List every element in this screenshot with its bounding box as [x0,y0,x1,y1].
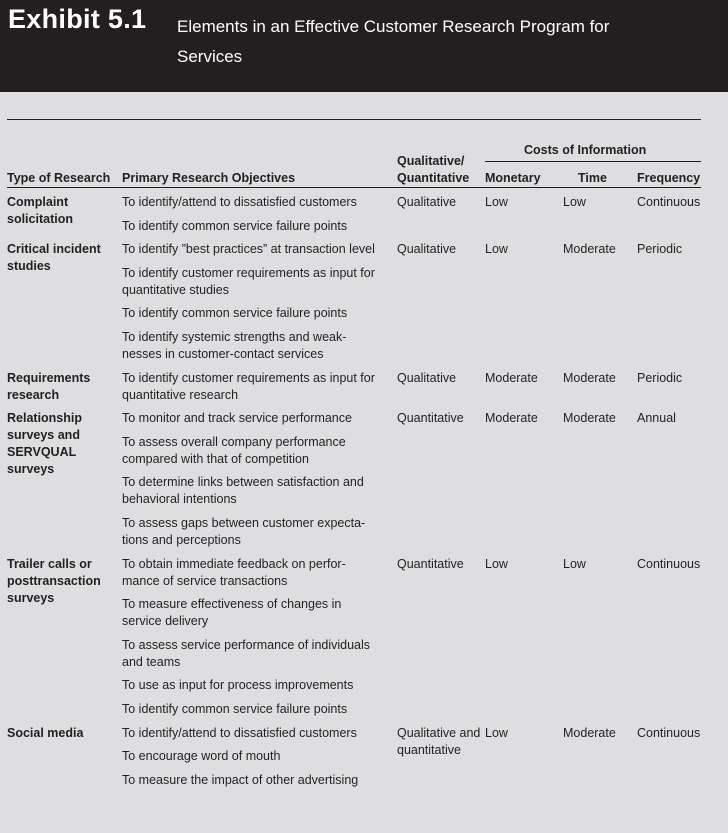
qual-quant: Qualitative [397,195,457,209]
header-rule [7,187,701,188]
research-type: Critical incident studies [7,242,101,274]
frequency: Continuous [637,195,701,209]
header-frequency: Frequency [637,171,701,185]
table-row: Complaint solicitation To identify/attend… [0,194,728,235]
frequency: Periodic [637,370,683,385]
objective: To identify systemic strengths and weak-… [122,329,347,361]
objective: To assess overall company performance co… [122,434,346,466]
objective: To assess service performance of individ… [122,637,371,669]
objective: To identify common service failure point… [122,306,348,321]
frequency: Periodic [637,242,683,257]
table-row: Social media To identify/attend to dissat… [0,725,728,789]
objective: To monitor and track service performance [122,411,352,426]
research-type: Trailer calls or posttransaction surveys [7,556,101,605]
table-row: Trailer calls or posttransaction surveys… [0,556,728,718]
frequency: Continuous [637,556,701,571]
monetary-cost: Moderate [485,370,538,385]
qual-quant: Qualitative [397,242,457,257]
objectives-list: To identify/attend to dissatisfied custo… [122,194,382,235]
monetary-cost: Low [485,242,508,257]
objective: To use as input for process improvements [122,678,354,693]
table-row: Critical incident studies To identify ”be… [0,241,728,363]
header-qual: Qualitative/ Quantitative [397,154,470,185]
time-cost: Low [563,195,586,209]
objective: To measure effectiveness of changes in s… [122,597,342,629]
objective: To encourage word of mouth [122,749,281,764]
qual-quant: Quantitative [397,411,464,426]
objectives-list: To identify customer requirements as inp… [122,370,382,404]
objective: To identify/attend to dissatisfied custo… [122,195,357,209]
objectives-list: To identify ”best practices” at transact… [122,241,382,363]
monetary-cost: Low [485,556,508,571]
frequency: Continuous [637,725,701,740]
monetary-cost: Moderate [485,411,538,426]
objective: To identify customer requirements as inp… [122,370,375,402]
objectives-list: To obtain immediate feedback on perfor-m… [122,556,382,718]
objective: To assess gaps between customer expecta-… [122,515,366,547]
objective: To identify common service failure point… [122,218,348,233]
exhibit-title: Elements in an Effective Customer Resear… [177,17,610,66]
objective: To identify ”best practices” at transact… [122,242,375,257]
monetary-cost: Low [485,195,508,209]
objective: To obtain immediate feedback on perfor-m… [122,556,346,588]
frequency: Annual [637,411,676,426]
qual-quant: Qualitative and quantitative [397,725,481,757]
objective: To determine links between satisfaction … [122,475,364,507]
table-row: Relationship surveys and SERVQUAL survey… [0,410,728,549]
table-row: Requirements research To identify custome… [0,370,728,404]
header-monetary: Monetary [485,171,541,185]
header-time: Time [578,171,607,185]
exhibit-header: Exhibit 5.1 Elements in an Effective Cus… [0,0,728,92]
objective: To measure the impact of other advertisi… [122,772,359,787]
research-type: Relationship surveys and SERVQUAL survey… [7,411,83,477]
costs-rule [485,161,701,162]
objectives-list: To monitor and track service performance… [122,410,382,549]
exhibit-label: Exhibit 5.1 [8,4,147,34]
objectives-list: To identify/attend to dissatisfied custo… [122,725,382,789]
time-cost: Moderate [563,242,616,257]
objective: To identify common service failure point… [122,701,348,716]
top-rule [7,119,701,120]
research-type: Complaint solicitation [7,195,73,226]
objective: To identify customer requirements as inp… [122,265,375,297]
time-cost: Moderate [563,725,616,740]
objective: To identify/attend to dissatisfied custo… [122,725,357,740]
table-body: Complaint solicitation To identify/attend… [0,194,728,795]
monetary-cost: Low [485,725,508,740]
qual-quant: Qualitative [397,370,457,385]
header-objectives: Primary Research Objectives [122,171,296,185]
qual-quant: Quantitative [397,556,464,571]
research-type: Social media [7,725,84,740]
header-costs: Costs of Information [524,143,647,157]
research-type: Requirements research [7,370,91,402]
time-cost: Moderate [563,411,616,426]
header-type: Type of Research [7,171,111,185]
time-cost: Low [563,556,586,571]
time-cost: Moderate [563,370,616,385]
